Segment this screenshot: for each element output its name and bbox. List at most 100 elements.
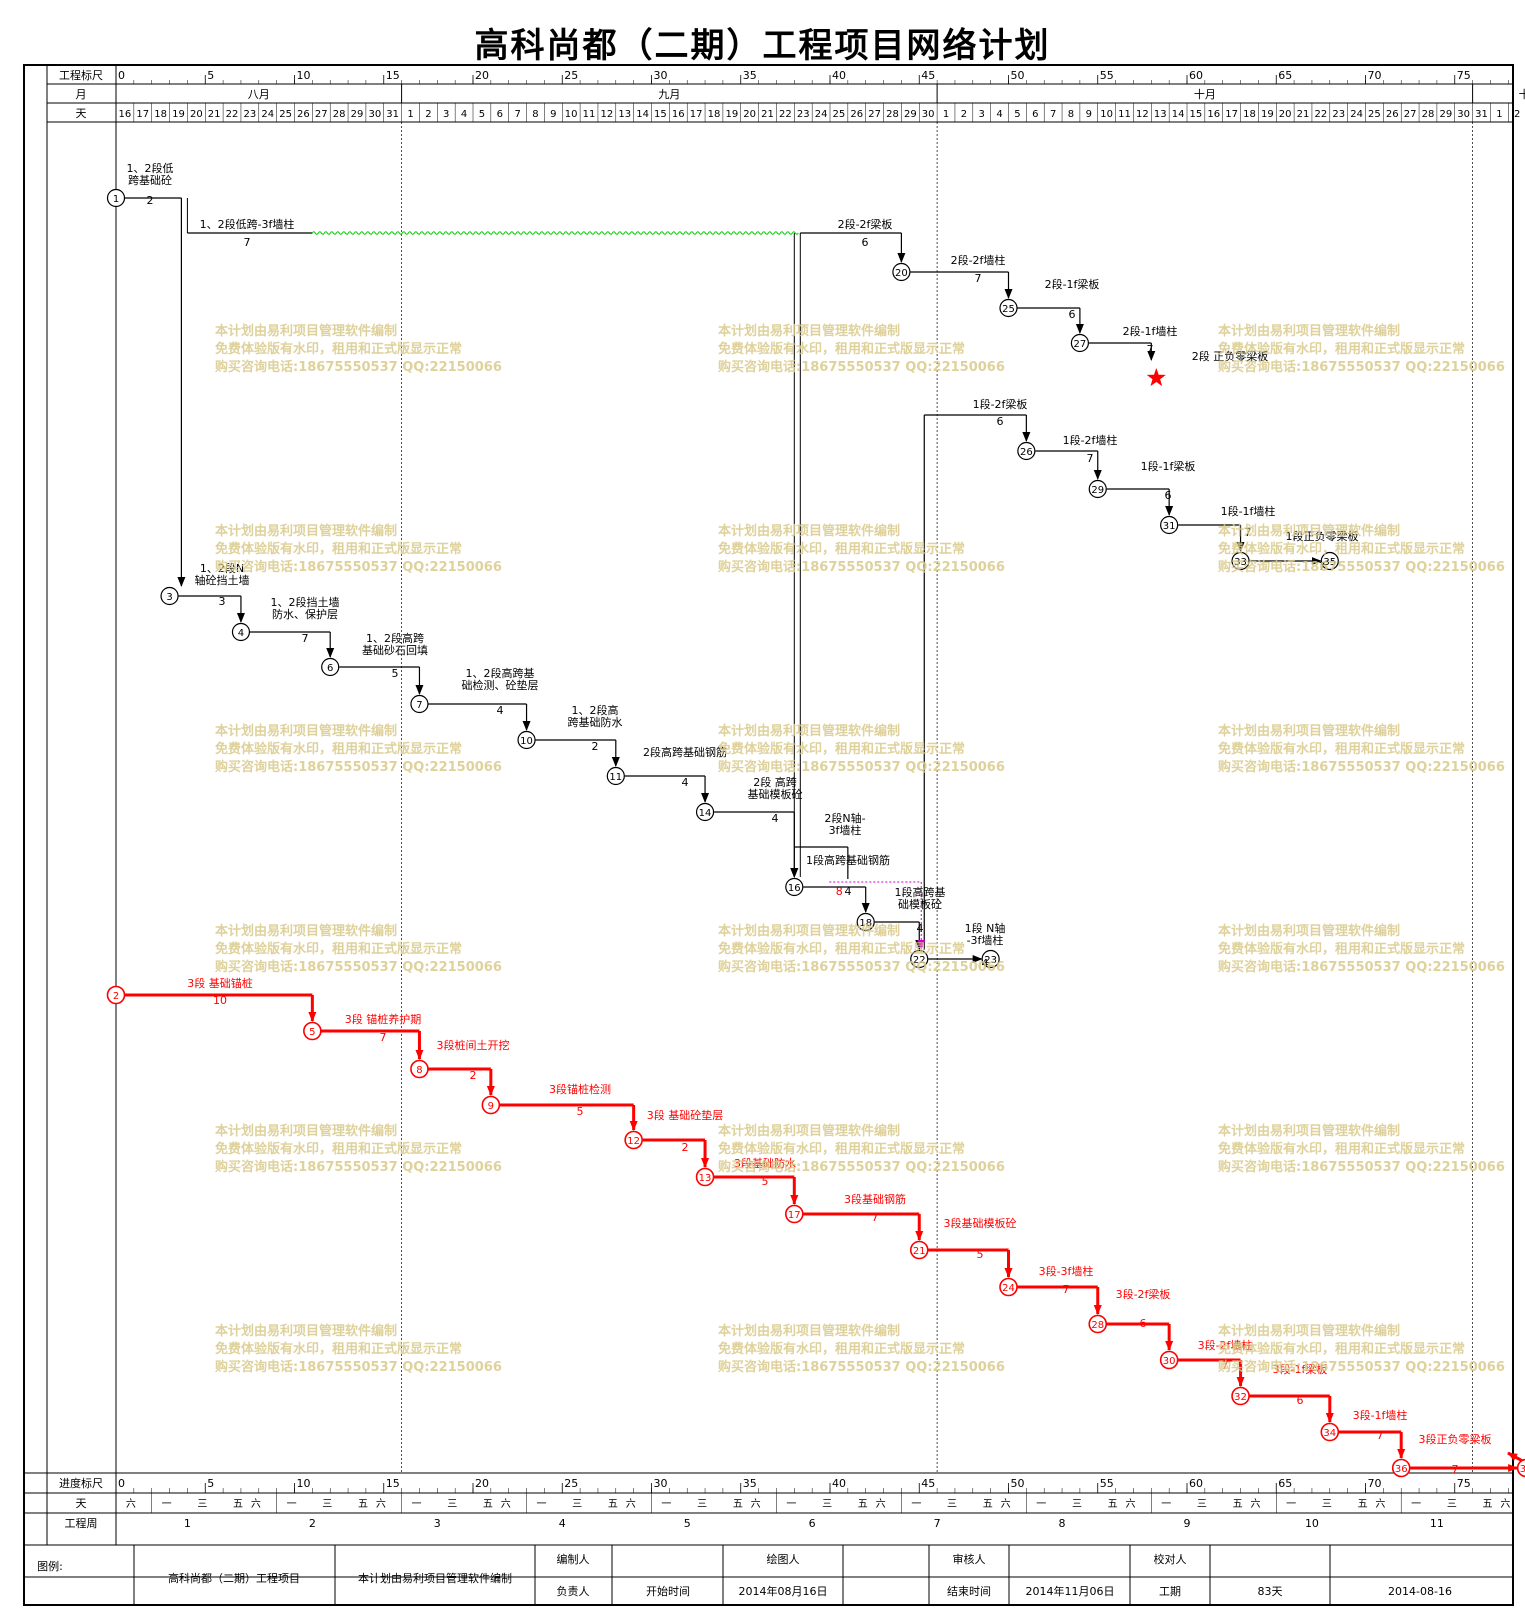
weekday-label: 一	[1286, 1499, 1296, 1510]
activity-name: 2段-2f梁板	[838, 217, 893, 231]
weekday-label: 一	[1161, 1499, 1171, 1510]
weekday-label: 六	[251, 1498, 261, 1510]
activity-name: 1段-1f梁板	[1141, 459, 1196, 473]
activity-name: 基础模板砼	[748, 787, 803, 801]
project-name: 高科尚都（二期）工程项目	[168, 1571, 300, 1585]
day-label: 21	[208, 109, 221, 120]
scale-tick-label: 65	[1278, 69, 1292, 82]
activity-name: 1、2段低跨-3f墙柱	[200, 217, 295, 231]
weekday-label: 六	[751, 1498, 761, 1510]
scale-tick-label: 75	[1457, 69, 1471, 82]
watermark-text: 本计划由易利项目管理软件编制	[215, 1123, 397, 1139]
event-node	[517, 730, 536, 750]
activity-duration: 6	[862, 236, 869, 249]
watermark-text: 本计划由易利项目管理软件编制	[718, 1123, 900, 1139]
day-label: 26	[297, 109, 310, 120]
activity-name: 3段 锚桩养护期	[345, 1012, 422, 1026]
watermark-text: 免费体验版有水印，租用和正式版显示正常	[215, 341, 462, 357]
watermark-text: 免费体验版有水印，租用和正式版显示正常	[718, 741, 965, 757]
weekday-label: 三	[322, 1499, 332, 1510]
watermark-text: 免费体验版有水印，租用和正式版显示正常	[1218, 741, 1465, 757]
day-label: 15	[1190, 109, 1203, 120]
week-number-label: 9	[1184, 1517, 1191, 1530]
day-label: 28	[886, 109, 899, 120]
progress-tick-label: 50	[1011, 1477, 1025, 1490]
weekday-label: 五	[733, 1499, 743, 1510]
event-node-label: 14	[699, 808, 712, 819]
day-label: 2	[425, 109, 431, 120]
day-label: 3	[443, 109, 449, 120]
day-label: 1	[943, 109, 949, 120]
reviewer-label: 审核人	[953, 1552, 986, 1566]
event-node	[303, 1021, 322, 1041]
day-label: 24	[1350, 109, 1363, 120]
activity-duration: 7	[872, 1211, 879, 1224]
event-node-label: 5	[309, 1027, 315, 1038]
watermark-text: 免费体验版有水印，租用和正式版显示正常	[718, 1341, 965, 1357]
weekday-label: 五	[1108, 1499, 1118, 1510]
week-number-label: 4	[559, 1517, 566, 1530]
watermark-text: 本计划由易利项目管理软件编制	[1218, 1123, 1400, 1139]
watermark-text: 购买咨询电话:18675550537 QQ:22150066	[1218, 359, 1505, 375]
activity-duration: 6	[997, 415, 1004, 428]
activity-name: 3段-1f墙柱	[1353, 1408, 1408, 1422]
day-label: 24	[815, 109, 828, 120]
activity-duration: 7	[1245, 526, 1252, 539]
weekday-label: 一	[1036, 1499, 1046, 1510]
watermark-text: 本计划由易利项目管理软件编制	[215, 323, 397, 339]
watermark-text: 购买咨询电话:18675550537 QQ:22150066	[1218, 559, 1505, 575]
scale-tick-label: 55	[1100, 69, 1114, 82]
activity-duration: 4	[682, 776, 689, 789]
month-row-label: 月	[76, 88, 87, 101]
event-node	[1088, 479, 1107, 499]
event-node-label: 33	[1234, 557, 1247, 568]
event-node-label: 29	[1091, 485, 1104, 496]
weekday-label: 三	[697, 1499, 707, 1510]
day-label: 12	[601, 109, 614, 120]
event-node	[1391, 1458, 1411, 1478]
weekday-label: 三	[447, 1499, 457, 1510]
event-node-label: 31	[1163, 521, 1176, 532]
activity-name: 3f墙柱	[829, 823, 862, 837]
day-label: 11	[1118, 109, 1131, 120]
compiler-label: 编制人	[557, 1552, 590, 1566]
event-node	[1320, 551, 1339, 571]
progress-tick-label: 35	[743, 1477, 757, 1490]
event-node-label: 9	[488, 1101, 494, 1112]
day-label: 7	[514, 109, 520, 120]
checker-label: 校对人	[1154, 1552, 1187, 1566]
day-label: 1	[407, 109, 413, 120]
weekday-label: 一	[536, 1499, 546, 1510]
bottom-day-row-label: 天	[76, 1497, 87, 1510]
day-label: 22	[1315, 109, 1328, 120]
activity-name: 1、2段高	[572, 703, 619, 717]
activity-name: 3段-3f墙柱	[1039, 1264, 1094, 1278]
event-node-label: 12	[627, 1136, 640, 1147]
week-number-label: 8	[1059, 1517, 1066, 1530]
day-label: 6	[1032, 109, 1038, 120]
event-node	[1320, 1422, 1340, 1442]
day-label: 7	[1050, 109, 1056, 120]
activity-duration: 4	[917, 922, 924, 935]
event-node-label: 18	[859, 918, 872, 929]
event-node-label: 32	[1234, 1392, 1247, 1403]
progress-tick-label: 15	[386, 1477, 400, 1490]
weekday-label: 一	[287, 1499, 297, 1510]
day-label: 6	[497, 109, 503, 120]
watermark-text: 购买咨询电话:18675550537 QQ:22150066	[718, 959, 1005, 975]
week-row-label: 工程周	[65, 1517, 98, 1530]
day-label: 14	[636, 109, 649, 120]
watermark-text: 免费体验版有水印，租用和正式版显示正常	[215, 1341, 462, 1357]
watermark-text: 购买咨询电话:18675550537 QQ:22150066	[718, 1159, 1005, 1175]
duration-label: 工期	[1159, 1585, 1181, 1598]
day-label: 8	[532, 109, 538, 120]
milestone-star-icon	[1146, 368, 1166, 387]
week-number-label: 5	[684, 1517, 691, 1530]
activity-name: 3段基础钢筋	[844, 1192, 906, 1206]
day-label: 5	[1014, 109, 1020, 120]
activity-name: 1、2段低	[127, 161, 174, 175]
event-node-label: 34	[1323, 1428, 1336, 1439]
event-node	[784, 1204, 804, 1224]
legend-label: 图例:	[37, 1559, 63, 1573]
activity-name: 1段高跨基础钢筋	[806, 853, 890, 867]
